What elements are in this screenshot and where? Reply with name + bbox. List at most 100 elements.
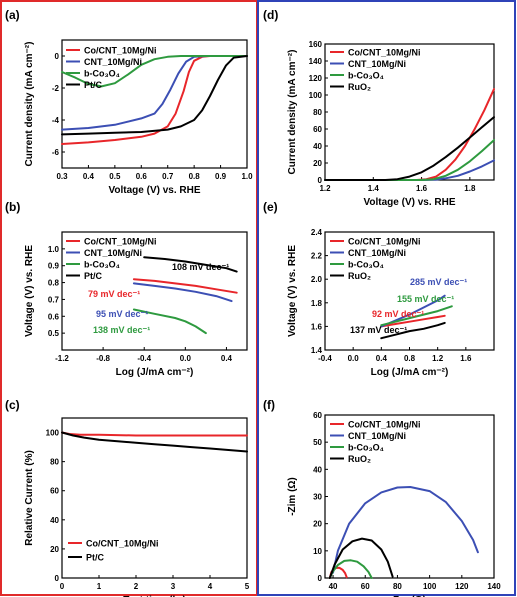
legend-entry: Co/CNT_10Mg/Ni <box>348 48 421 58</box>
x-tick-label: 0.7 <box>162 172 174 181</box>
x-tick-label: 1.2 <box>432 354 444 363</box>
x-tick-label: 60 <box>361 582 370 591</box>
y-tick-label: 0.8 <box>48 279 60 288</box>
y-axis-label: Relative Current (%) <box>24 450 35 546</box>
x-tick-label: 80 <box>393 582 402 591</box>
panel-label: (c) <box>5 398 20 412</box>
y-axis-label: Current density (mA cm⁻²) <box>287 50 298 175</box>
series-line-d-3 <box>324 116 495 181</box>
y-tick-label: 2.4 <box>311 228 323 237</box>
x-tick-label: -0.8 <box>96 354 110 363</box>
legend-entry: Co/CNT_10Mg/Ni <box>348 237 421 247</box>
x-tick-label: 1.2 <box>319 184 331 193</box>
x-tick-label: 0.6 <box>136 172 148 181</box>
legend-entry: Co/CNT_10Mg/Ni <box>348 420 421 430</box>
slope-annotation: 95 mV dec⁻¹ <box>96 309 148 319</box>
y-tick-label: -6 <box>52 148 60 157</box>
legend-entry: b-Co₃O₄ <box>84 260 120 270</box>
x-tick-label: -1.2 <box>55 354 69 363</box>
panel-label: (b) <box>5 200 20 214</box>
slope-annotation: 92 mV dec⁻¹ <box>372 309 424 319</box>
x-tick-label: 0.5 <box>109 172 121 181</box>
legend-entry: Pt/C <box>84 271 103 281</box>
plot-frame <box>61 417 248 579</box>
legend-entry: RuO₂ <box>348 82 371 92</box>
x-tick-label: 4 <box>208 582 213 591</box>
y-axis-label: -Zim (Ω) <box>287 477 298 516</box>
y-tick-label: 60 <box>313 411 322 420</box>
x-axis-label: Test time (hr) <box>123 595 186 597</box>
y-tick-label: 30 <box>313 493 322 502</box>
legend-entry: Co/CNT_10Mg/Ni <box>86 539 159 549</box>
series-line-e-2 <box>380 305 453 327</box>
series-line-f-3 <box>328 537 394 579</box>
x-tick-label: 1.6 <box>416 184 428 193</box>
y-tick-label: 0 <box>318 176 323 185</box>
chart-f: (f) 40 60 80 100 120 140 0 10 20 30 40 50 60 Zre (Ω) -Z… <box>263 398 501 597</box>
y-tick-label: 0 <box>55 574 60 583</box>
chart-a: (a) 0.3 0.4 0.5 0.6 0.7 0.8 0.9 1.0 -6 -4 -2 0 Voltag… <box>5 8 253 196</box>
series-line-a-3 <box>61 55 248 136</box>
y-tick-label: 2.2 <box>311 252 323 261</box>
chart-d: (d) 1.2 1.4 1.6 1.8 0 20 40 60 80 100 120 140 160 Volt… <box>263 8 495 208</box>
legend-entry: b-Co₃O₄ <box>84 69 120 79</box>
legend-entry: Pt/C <box>86 553 105 563</box>
series-line-f-2 <box>328 559 373 579</box>
y-tick-label: 2.0 <box>311 275 323 284</box>
legend-entry: b-Co₃O₄ <box>348 71 384 81</box>
x-tick-label: 40 <box>329 582 338 591</box>
legend-entry: CNT_10Mg/Ni <box>84 248 142 258</box>
y-tick-label: 80 <box>313 108 322 117</box>
y-tick-label: 0 <box>318 574 323 583</box>
x-tick-label: 2 <box>134 582 139 591</box>
x-tick-label: 0.4 <box>221 354 233 363</box>
legend-entry: CNT_10Mg/Ni <box>84 57 142 67</box>
y-tick-label: 20 <box>313 159 322 168</box>
right-panel-frame <box>257 0 516 596</box>
slope-annotation: 138 mV dec⁻¹ <box>93 325 150 335</box>
legend-entry: Co/CNT_10Mg/Ni <box>84 237 157 247</box>
series-line-b-2 <box>132 308 207 335</box>
y-tick-label: 100 <box>309 91 323 100</box>
panel-label: (f) <box>263 398 275 412</box>
y-tick-label: 0.7 <box>48 295 60 304</box>
x-tick-label: 140 <box>487 582 501 591</box>
y-tick-label: 0.9 <box>48 262 60 271</box>
legend-entry: CNT_10Mg/Ni <box>348 59 406 69</box>
y-tick-label: 60 <box>313 125 322 134</box>
x-tick-label: 0 <box>60 582 65 591</box>
y-tick-label: 1.0 <box>48 245 60 254</box>
y-tick-label: 20 <box>313 520 322 529</box>
legend-entry: Pt/C <box>84 80 103 90</box>
series-line-d-2 <box>324 139 495 181</box>
panel-label: (e) <box>263 200 278 214</box>
chart-e: (e) -0.4 0.0 0.4 0.8 1.2 1.6 1.4 1.6 1.8 2.0 2.2 2.4… <box>263 200 495 378</box>
y-tick-label: 1.6 <box>311 322 323 331</box>
series-line-f-1 <box>332 486 479 574</box>
y-tick-label: -2 <box>52 84 60 93</box>
x-tick-label: 0.4 <box>376 354 388 363</box>
y-tick-label: 60 <box>50 487 59 496</box>
legend-entry: RuO₂ <box>348 454 371 464</box>
x-tick-label: -0.4 <box>318 354 332 363</box>
x-axis-label: Voltage (V) vs. RHE <box>108 185 200 196</box>
x-tick-label: 0.8 <box>404 354 416 363</box>
x-tick-label: 1 <box>97 582 102 591</box>
slope-annotation: 137 mV dec⁻¹ <box>350 325 407 335</box>
x-axis-label: Voltage (V) vs. RHE <box>363 197 455 208</box>
x-axis-label: Zre (Ω) <box>393 595 426 597</box>
panel-label: (d) <box>263 8 278 22</box>
legend-entry: CNT_10Mg/Ni <box>348 248 406 258</box>
y-tick-label: 0 <box>55 52 60 61</box>
y-tick-label: 80 <box>50 458 59 467</box>
y-tick-label: 10 <box>313 547 322 556</box>
y-tick-label: -4 <box>52 116 60 125</box>
y-tick-label: 160 <box>309 40 323 49</box>
x-tick-label: 1.4 <box>368 184 380 193</box>
y-tick-label: 1.4 <box>311 346 323 355</box>
slope-annotation: 79 mV dec⁻¹ <box>88 289 140 299</box>
series-line-b-0 <box>132 278 238 294</box>
slope-annotation: 285 mV dec⁻¹ <box>410 277 467 287</box>
plot-frame <box>61 231 248 351</box>
